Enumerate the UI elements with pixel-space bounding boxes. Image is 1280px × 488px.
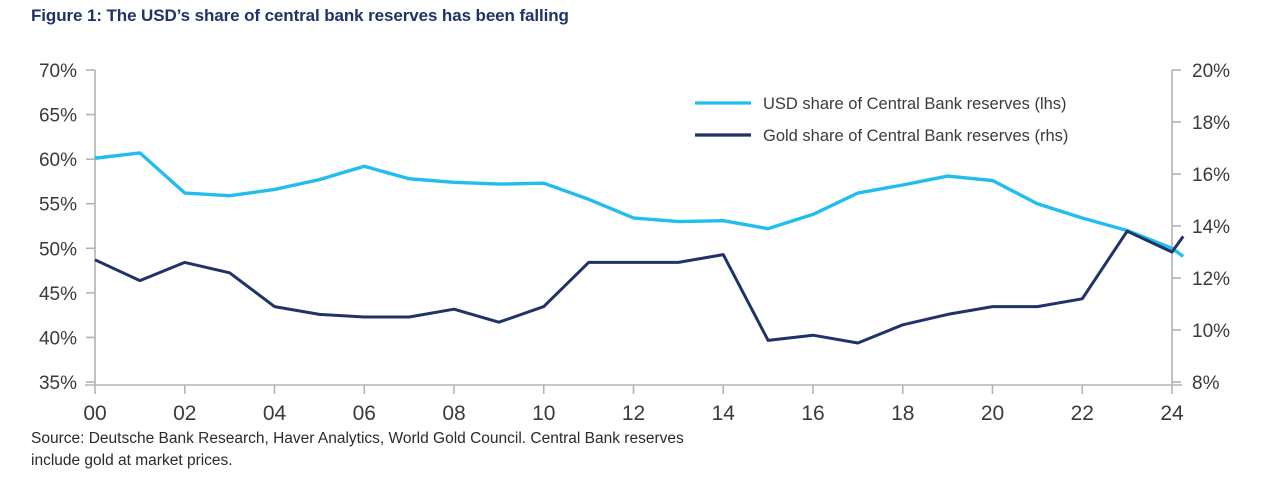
series-line-gold (94, 229, 1185, 345)
right-axis-ticks: 20% 18% 16% 14% 12% 10% 8% (1172, 61, 1230, 394)
x-axis-tick-label: 18 (891, 402, 914, 420)
chart-legend: USD share of Central Bank reserves (lhs)… (695, 95, 1068, 145)
right-axis-tick-label: 10% (1192, 321, 1230, 342)
x-axis-tick-label: 04 (263, 402, 287, 420)
axis-lines (85, 70, 1182, 386)
left-axis-tick-label: 40% (39, 328, 77, 349)
right-axis-tick-label: 20% (1192, 61, 1230, 82)
right-axis-tick-label: 18% (1192, 113, 1230, 134)
legend-label-0: USD share of Central Bank reserves (lhs) (763, 95, 1067, 113)
left-axis-tick-label: 70% (39, 61, 77, 82)
x-axis-tick-label: 22 (1071, 402, 1094, 420)
page-title: Figure 1: The USD’s share of central ban… (31, 6, 569, 25)
source-line-1: Source: Deutsche Bank Research, Haver An… (31, 430, 684, 447)
chart-area: 70% 65% 60% 55% 50% 45% 40% 35% 20% 18% 16% 14% 12%… (39, 61, 1230, 420)
legend-label-1: Gold share of Central Bank reserves (rhs… (763, 127, 1068, 145)
right-axis-tick-label: 8% (1192, 373, 1220, 394)
series-line-usd (94, 151, 1185, 258)
x-axis-tick-label: 02 (173, 402, 196, 420)
x-axis-tick-label: 24 (1160, 402, 1184, 420)
series-lines (94, 151, 1185, 345)
right-axis-tick-label: 14% (1192, 217, 1230, 238)
x-axis-tick-label: 14 (712, 402, 736, 420)
source-line-2: include gold at market prices. (31, 452, 233, 469)
x-axis-ticks: 00 02 04 06 08 10 12 14 16 18 20 22 24 (83, 385, 1184, 420)
x-axis-tick-label: 08 (442, 402, 465, 420)
chart-svg: 70% 65% 60% 55% 50% 45% 40% 35% 20% 18% 16% 14% 12%… (39, 61, 1230, 420)
x-axis-tick-label: 20 (981, 402, 1004, 420)
right-axis-tick-label: 16% (1192, 165, 1230, 186)
x-axis-tick-label: 00 (83, 402, 106, 420)
x-axis-tick-label: 16 (801, 402, 824, 420)
left-axis-tick-label: 35% (39, 373, 77, 394)
right-axis-tick-label: 12% (1192, 269, 1230, 290)
left-axis-tick-label: 55% (39, 195, 77, 216)
left-axis-tick-label: 65% (39, 106, 77, 127)
left-axis-tick-label: 45% (39, 284, 77, 305)
source-note: Source: Deutsche Bank Research, Haver An… (31, 428, 731, 472)
x-axis-tick-label: 06 (353, 402, 376, 420)
left-axis-tick-label: 50% (39, 239, 77, 260)
x-axis-tick-label: 10 (532, 402, 555, 420)
left-axis-ticks: 70% 65% 60% 55% 50% 45% 40% 35% (39, 61, 95, 394)
x-axis-tick-label: 12 (622, 402, 645, 420)
left-axis-tick-label: 60% (39, 150, 77, 171)
